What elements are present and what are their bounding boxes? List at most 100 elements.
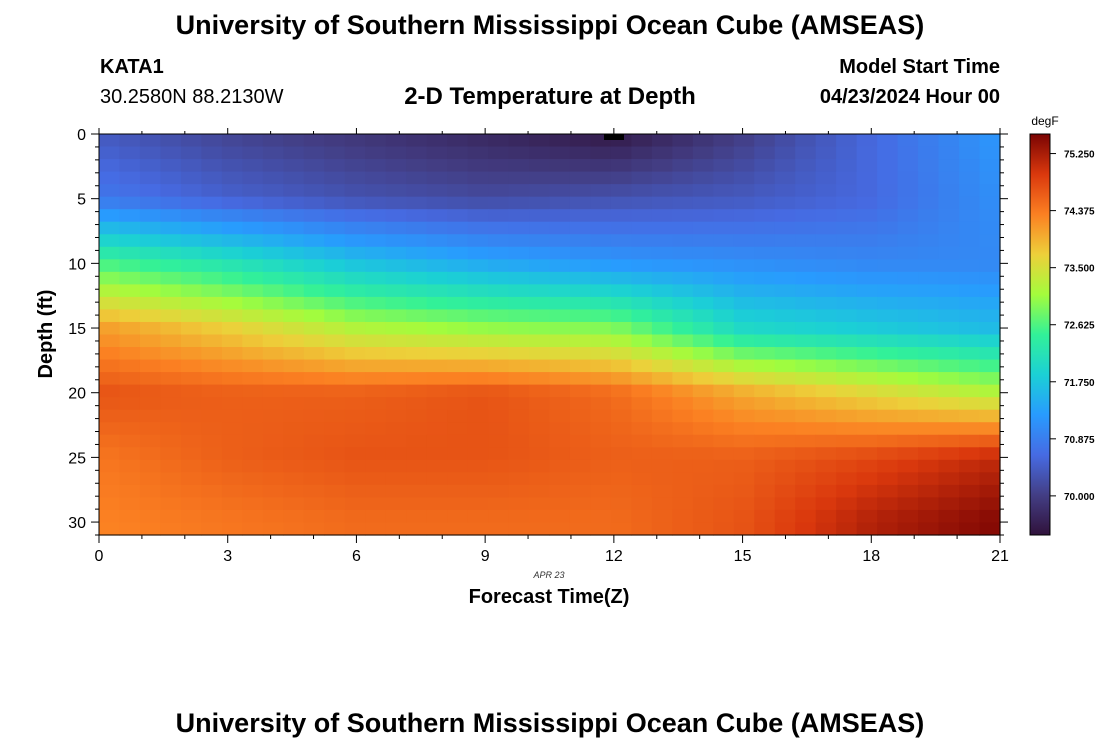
heatmap-cell — [385, 259, 407, 273]
heatmap-cell — [160, 159, 182, 173]
heatmap-cell — [733, 347, 755, 361]
heatmap-cell — [447, 484, 469, 499]
heatmap-cell — [447, 522, 469, 536]
heatmap-cell — [610, 246, 633, 260]
heatmap-cell — [590, 309, 612, 323]
heatmap-cell — [283, 146, 305, 160]
heatmap-cell — [180, 472, 202, 486]
heatmap-cell — [406, 134, 428, 148]
heatmap-cell — [201, 359, 223, 373]
heatmap-cell — [672, 372, 694, 386]
heatmap-cell — [774, 296, 796, 311]
heatmap-cell — [795, 409, 817, 423]
heatmap-cell — [590, 359, 612, 373]
heatmap-cell — [918, 422, 940, 436]
heatmap-cell — [836, 271, 858, 285]
heatmap-cell — [99, 384, 121, 398]
heatmap-cell — [303, 472, 325, 486]
heatmap-cell — [201, 196, 223, 210]
heatmap-cell — [283, 171, 305, 185]
heatmap-cell — [385, 234, 407, 248]
heatmap-cell — [529, 497, 551, 511]
heatmap-cell — [897, 259, 919, 273]
heatmap-cell — [447, 246, 469, 260]
heatmap-cell — [529, 259, 551, 273]
heatmap-cell — [672, 221, 694, 235]
heatmap-cell — [631, 296, 653, 311]
heatmap-cell — [692, 284, 714, 298]
heatmap-cell — [959, 372, 981, 386]
heatmap-cell — [836, 321, 858, 336]
heatmap-cell — [344, 372, 366, 386]
heatmap-cell — [139, 497, 162, 511]
heatmap-cell — [774, 347, 796, 361]
heatmap-cell — [774, 171, 796, 185]
heatmap-cell — [569, 246, 592, 260]
heatmap-cell — [488, 359, 510, 373]
heatmap-cell — [959, 321, 981, 336]
heatmap-cell — [631, 397, 653, 411]
heatmap-cell — [713, 184, 735, 198]
heatmap-cell — [672, 184, 694, 198]
heatmap-cell — [385, 434, 407, 448]
heatmap-cell — [590, 171, 612, 185]
heatmap-cell — [262, 359, 284, 373]
heatmap-cell — [549, 171, 571, 185]
heatmap-cell — [569, 259, 592, 273]
heatmap-cell — [467, 359, 489, 373]
heatmap-cell — [529, 146, 551, 160]
heatmap-cell — [815, 359, 837, 373]
heatmap-cell — [569, 409, 592, 423]
heatmap-cell — [467, 221, 489, 235]
heatmap-cell — [815, 509, 837, 524]
heatmap-cell — [283, 196, 305, 210]
heatmap-cell — [713, 434, 735, 448]
heatmap-cell — [426, 497, 448, 511]
heatmap-cell — [406, 509, 428, 524]
heatmap-cell — [959, 359, 981, 373]
heatmap-cell — [795, 296, 817, 311]
heatmap-cell — [610, 259, 633, 273]
heatmap-cell — [733, 246, 755, 260]
heatmap-cell — [959, 459, 981, 473]
heatmap-cell — [692, 146, 714, 160]
heatmap-cell — [180, 484, 202, 499]
heatmap-cell — [979, 484, 1001, 499]
heatmap-cell — [344, 334, 366, 348]
heatmap-cell — [733, 184, 755, 198]
heatmap-cell — [365, 284, 387, 298]
heatmap-cell — [897, 271, 919, 285]
heatmap-cell — [119, 359, 141, 373]
heatmap-cell — [692, 321, 714, 336]
heatmap-cell — [385, 134, 407, 148]
heatmap-cell — [385, 422, 407, 436]
heatmap-cell — [672, 409, 694, 423]
heatmap-cell — [385, 309, 407, 323]
heatmap-cell — [918, 334, 940, 348]
heatmap-cell — [467, 484, 489, 499]
heatmap-cell — [447, 472, 469, 486]
heatmap-cell — [754, 259, 776, 273]
heatmap-cell — [529, 134, 551, 148]
heatmap-cell — [938, 372, 960, 386]
heatmap-cell — [651, 271, 673, 285]
heatmap-cell — [590, 284, 612, 298]
heatmap-cell — [856, 372, 878, 386]
heatmap-cell — [856, 221, 878, 235]
heatmap-cell — [242, 347, 264, 361]
heatmap-cell — [324, 321, 346, 336]
heatmap-cell — [488, 522, 510, 536]
heatmap-cell — [959, 497, 981, 511]
heatmap-cell — [488, 459, 510, 473]
heatmap-cell — [754, 321, 776, 336]
heatmap-cell — [99, 284, 121, 298]
heatmap-cell — [426, 284, 448, 298]
heatmap-cell — [918, 409, 940, 423]
heatmap-cell — [938, 422, 960, 436]
heatmap-cell — [959, 134, 981, 148]
heatmap-cell — [529, 422, 551, 436]
heatmap-cell — [733, 171, 755, 185]
heatmap-cell — [754, 171, 776, 185]
heatmap-cell — [713, 271, 735, 285]
heatmap-cell — [754, 271, 776, 285]
